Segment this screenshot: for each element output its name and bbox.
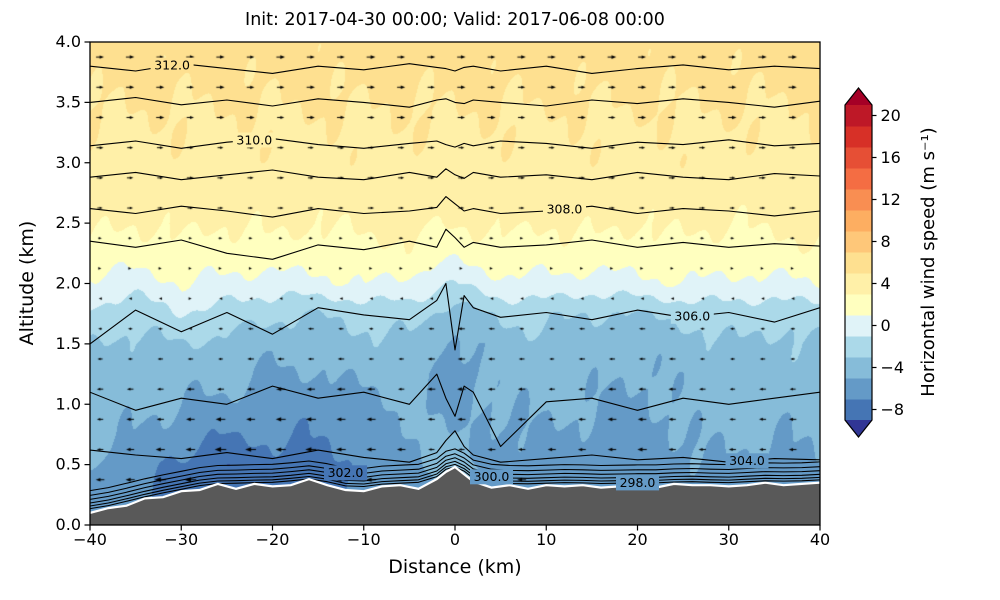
contour-label: 298.0 [620, 475, 656, 490]
y-tick-label: 3.0 [56, 153, 81, 172]
contour-label-background [232, 132, 276, 148]
plot-title: Init: 2017-04-30 00:00; Valid: 2017-06-0… [245, 10, 665, 30]
theta-contour-line [90, 138, 820, 149]
x-tick-label: 0 [450, 530, 460, 549]
theta-contour-line [90, 460, 820, 504]
contour-label: 302.0 [328, 465, 364, 480]
x-tick-label: −20 [256, 530, 290, 549]
x-tick-label: 40 [810, 530, 830, 549]
colorbar: 20 16 12 8 4 0 −4 −8 [844, 87, 905, 438]
y-tick-label: 2.5 [56, 213, 81, 232]
contour-label-background [670, 308, 714, 324]
terrain-surface [90, 467, 820, 525]
theta-contour-lines [90, 63, 820, 510]
theta-contour-line [90, 168, 820, 181]
colorbar-segment [845, 147, 872, 169]
theta-contour-line [90, 453, 820, 496]
contour-label-background [470, 469, 513, 485]
colorbar-tick-label: 12 [881, 190, 901, 209]
colorbar-segment [845, 126, 872, 148]
y-tick-label: 1.5 [56, 334, 81, 353]
colorbar-segment [845, 378, 872, 400]
colorbar-outline [844, 87, 873, 438]
colorbar-segment [845, 315, 872, 337]
contour-label-background [324, 465, 367, 481]
wind-speed-contour-canvas [90, 42, 820, 525]
colorbar-segment [845, 357, 872, 379]
terrain-ridge-highlight [90, 465, 820, 514]
colorbar-tick-label: −4 [881, 358, 905, 377]
colorbar-label: Horizontal wind speed (m s⁻¹) [918, 127, 939, 396]
colorbar-segment [845, 168, 872, 190]
y-tick-label: 0.0 [56, 515, 81, 534]
colorbar-arrow-top [845, 88, 872, 105]
x-tick-label: 30 [719, 530, 739, 549]
terrain-layer [90, 465, 820, 525]
colorbar-tick-label: −8 [881, 400, 905, 419]
theta-contour-line [90, 373, 820, 448]
contour-label-background [725, 453, 769, 469]
theta-contour-line [90, 457, 820, 500]
y-axis-label: Altitude (km) [16, 220, 38, 346]
contour-label-background [150, 57, 194, 73]
x-tick-label: −40 [73, 530, 107, 549]
colorbar-tick-label: 4 [881, 274, 891, 293]
theta-contour-line [90, 96, 820, 108]
theta-contour-line [90, 228, 820, 260]
theta-contour-line [90, 448, 820, 492]
axes-layer: −40 −30 −20 −10 0 10 20 30 40 0.0 0.5 1.0 1.5 2.0 2.5 3… [56, 32, 831, 549]
contour-label: 304.0 [729, 453, 765, 468]
y-tick-label: 2.0 [56, 274, 81, 293]
x-tick-label: 20 [627, 530, 647, 549]
y-tick-label: 0.5 [56, 455, 81, 474]
colorbar-tick-label: 0 [881, 316, 891, 335]
theta-contour-line [90, 463, 820, 507]
colorbar-segment [845, 294, 872, 316]
colorbar-segment [845, 231, 872, 253]
colorbar-segment [845, 336, 872, 358]
colorbar-tick-label: 16 [881, 148, 901, 167]
contour-label: 300.0 [474, 469, 510, 484]
contour-label: 306.0 [674, 309, 710, 324]
colorbar-segment [845, 273, 872, 295]
x-axis-label: Distance (km) [388, 556, 522, 578]
colorbar-segment [845, 189, 872, 211]
colorbar-segment [845, 210, 872, 232]
theta-contour-line [90, 282, 820, 351]
colorbar-arrow-bottom [845, 420, 872, 437]
y-tick-label: 3.5 [56, 92, 81, 111]
theta-contour-line [90, 63, 820, 74]
contour-label: 308.0 [547, 201, 583, 216]
y-tick-label: 4.0 [56, 32, 81, 51]
contour-label-background [616, 475, 659, 491]
contour-label: 310.0 [236, 132, 272, 147]
colorbar-segment [845, 105, 872, 127]
theta-contour-line [90, 196, 820, 218]
plot-frame [89, 41, 821, 526]
colorbar-tick-label: 20 [881, 106, 901, 125]
x-tick-label: 10 [536, 530, 556, 549]
x-tick-label: −30 [164, 530, 198, 549]
colorbar-segment [845, 399, 872, 421]
contour-label: 312.0 [154, 58, 190, 73]
contour-label-background [543, 201, 586, 217]
colorbar-segment [845, 252, 872, 274]
y-tick-label: 1.0 [56, 394, 81, 413]
colorbar-tick-label: 8 [881, 232, 891, 251]
x-tick-label: −10 [347, 530, 381, 549]
contour-labels: 312.0 310.0 308.0 306.0 304.0 302.0 300.0 298.0 [150, 57, 769, 491]
theta-contour-line [90, 430, 820, 463]
